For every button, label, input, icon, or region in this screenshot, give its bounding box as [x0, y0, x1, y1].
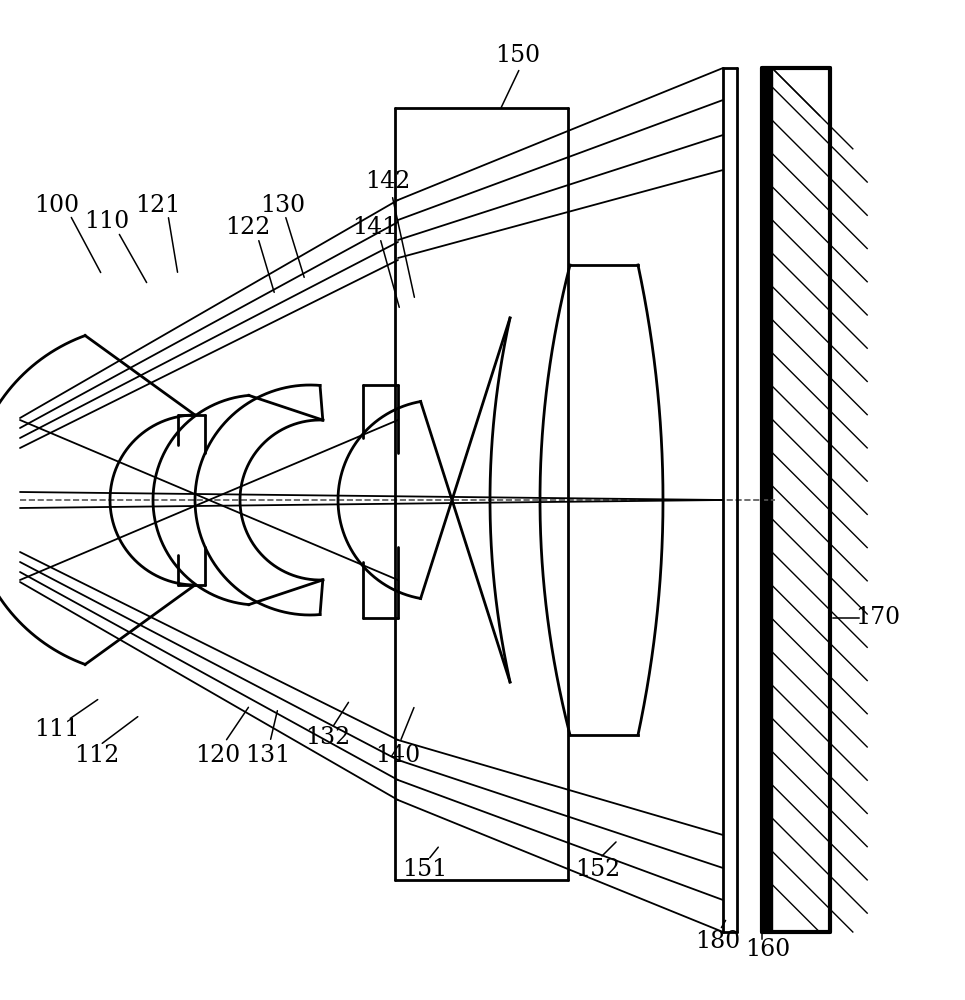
Text: 160: 160: [745, 938, 790, 962]
Text: 141: 141: [352, 217, 398, 239]
Text: 122: 122: [225, 217, 271, 239]
Text: 131: 131: [245, 744, 290, 766]
Text: 111: 111: [35, 718, 80, 742]
Text: 100: 100: [35, 194, 79, 217]
Text: 110: 110: [84, 211, 129, 233]
Text: 152: 152: [575, 858, 620, 882]
Text: 170: 170: [855, 606, 900, 630]
Text: 112: 112: [74, 744, 120, 766]
Text: 151: 151: [402, 858, 448, 882]
Text: 120: 120: [195, 744, 240, 766]
Text: 180: 180: [696, 930, 740, 954]
Text: 140: 140: [375, 744, 421, 766]
Text: 142: 142: [366, 170, 411, 194]
Text: 121: 121: [135, 194, 180, 217]
Text: 150: 150: [495, 43, 540, 66]
Text: 130: 130: [261, 194, 306, 217]
Text: 132: 132: [305, 726, 350, 750]
